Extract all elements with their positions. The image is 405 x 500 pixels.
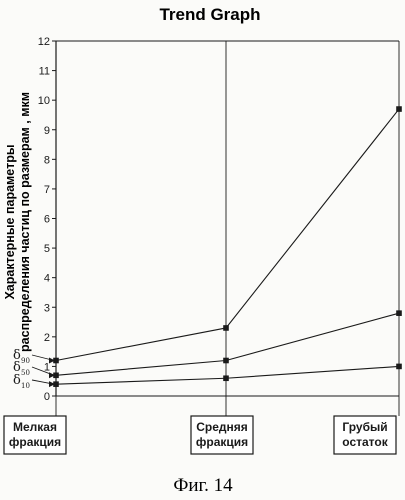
category-label-1: Мелкаяфракция xyxy=(4,396,66,454)
y-axis-title-line-2: распределения частиц по размерам , мкм xyxy=(18,92,32,352)
series-label-sub-90: 90 xyxy=(21,357,30,365)
y-axis-title: Характерные параметры распределения част… xyxy=(3,92,32,352)
y-tick-label-3: 3 xyxy=(44,302,50,314)
series-label-sub-50: 50 xyxy=(21,369,30,377)
category-text-1-1: Мелкая xyxy=(13,420,57,434)
series-label-10: δ xyxy=(13,373,21,388)
y-tick-label-9: 9 xyxy=(44,125,50,137)
y-tick-label-5: 5 xyxy=(44,243,50,255)
figure-caption: Фиг. 14 xyxy=(173,475,233,496)
series-line-10 xyxy=(56,366,399,384)
category-text-3-2: остаток xyxy=(342,435,388,449)
marker-50-3 xyxy=(396,310,402,316)
y-tick-label-7: 7 xyxy=(44,184,50,196)
series-line-90 xyxy=(56,109,399,360)
marker-90-3 xyxy=(396,106,402,112)
y-tick-labels: 0123456789101112 xyxy=(38,36,56,403)
y-tick-label-11: 11 xyxy=(39,66,50,78)
marker-10-2 xyxy=(223,375,229,381)
series-line-50 xyxy=(56,313,399,375)
category-text-2-2: фракция xyxy=(196,435,248,449)
grid-lines xyxy=(56,41,399,396)
y-tick-label-4: 4 xyxy=(44,273,50,285)
series-lines xyxy=(56,109,399,384)
category-label-2: Средняяфракция xyxy=(191,396,253,454)
y-tick-label-8: 8 xyxy=(44,154,50,166)
category-text-2-1: Средняя xyxy=(196,420,248,434)
axes xyxy=(52,41,399,396)
category-text-3-1: Грубый xyxy=(342,420,387,434)
marker-10-3 xyxy=(396,364,402,370)
y-tick-label-10: 10 xyxy=(38,95,50,107)
y-tick-label-12: 12 xyxy=(38,36,50,48)
marker-50-2 xyxy=(223,358,229,364)
category-label-3: Грубыйостаток xyxy=(334,396,399,454)
series-markers xyxy=(53,106,402,387)
y-tick-label-2: 2 xyxy=(44,332,50,344)
y-tick-label-0: 0 xyxy=(44,391,50,403)
series-label-sub-10: 10 xyxy=(21,382,30,390)
category-text-1-2: фракция xyxy=(9,435,61,449)
y-tick-label-6: 6 xyxy=(44,214,50,226)
y-axis-title-line-1: Характерные параметры xyxy=(3,144,17,299)
category-labels: МелкаяфракцияСредняяфракцияГрубыйостаток xyxy=(4,396,399,454)
marker-90-2 xyxy=(223,325,229,331)
chart-title: Trend Graph xyxy=(159,5,260,24)
